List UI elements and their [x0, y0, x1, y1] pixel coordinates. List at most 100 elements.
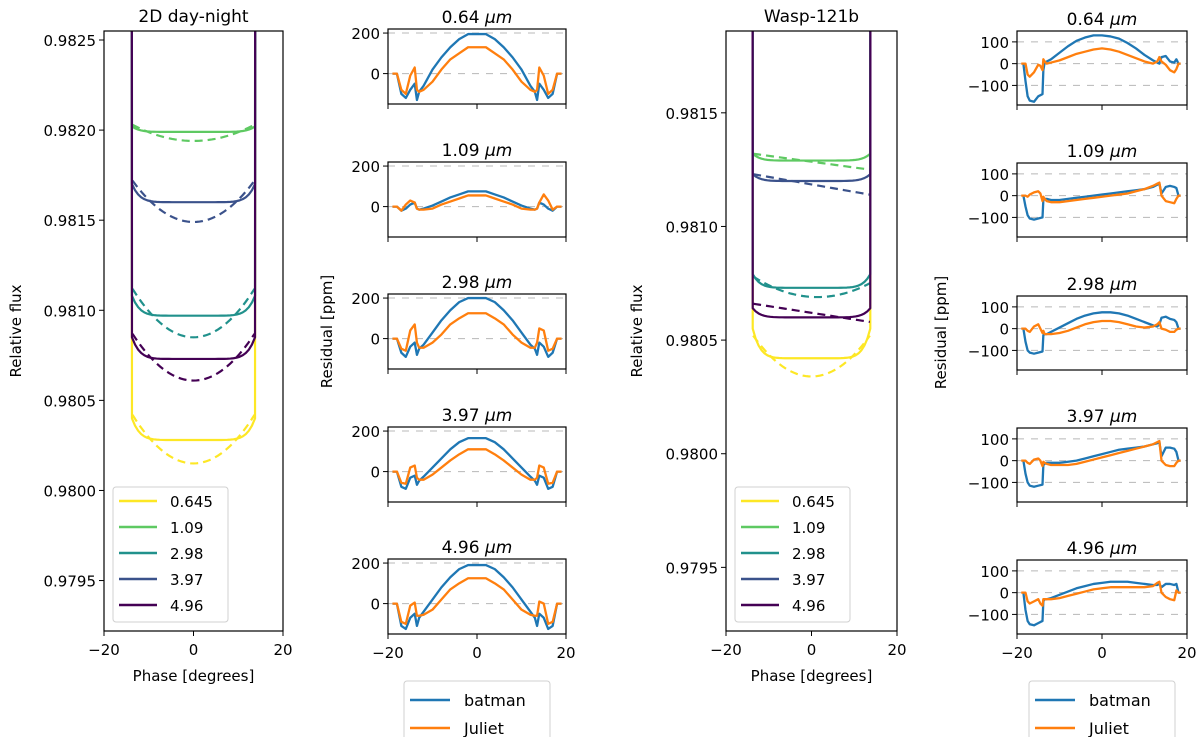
legend-label: 0.645 — [170, 493, 213, 511]
y-tick-label: 200 — [351, 25, 380, 43]
legend-label-batman: batman — [1089, 691, 1151, 710]
series-line-juliet — [392, 577, 562, 626]
series-line-juliet — [1021, 319, 1181, 336]
series-line-batman — [392, 563, 562, 631]
panel-title: 1.09 μm — [442, 141, 513, 161]
series-line-dashed-1.09 — [753, 152, 870, 171]
y-tick-label: 0.9810 — [666, 218, 719, 236]
legend-label-Juliet: Juliet — [463, 719, 504, 737]
series-line-solid-3.97 — [130, 31, 257, 204]
plot-area — [392, 437, 562, 490]
series-line-solid-0.645 — [751, 31, 872, 360]
panel-title-value: 0.64 — [1067, 10, 1110, 30]
residual-panel-2.98: 2.98 μm −100 0 100 — [968, 275, 1188, 375]
plot-area — [130, 31, 257, 465]
y-tick-label: 0.9810 — [44, 302, 97, 320]
legend-label: 2.98 — [792, 545, 825, 563]
residual-panel-3.97: 3.97 μm 0 200 — [351, 406, 567, 507]
series-line-solid-2.98 — [130, 31, 257, 317]
plot-area — [1021, 34, 1181, 103]
x-tick-label: 0 — [472, 644, 482, 662]
legend-label: 1.09 — [170, 519, 203, 537]
y-tick-label: 0 — [999, 188, 1009, 206]
series-line-dashed-4.96 — [752, 302, 871, 323]
panel-title: 1.09 μm — [1067, 142, 1138, 162]
panel-title-value: 0.64 — [442, 8, 485, 28]
legend-box — [734, 486, 851, 623]
y-axis-label: Residual [ppm] — [932, 276, 950, 389]
panel-title-value: 1.09 — [442, 141, 485, 161]
series-line-juliet — [1021, 181, 1181, 205]
series-line-dashed-3.97 — [131, 179, 256, 224]
panel-title-value: 2.98 — [1067, 275, 1110, 295]
panel-title-value: 3.97 — [442, 406, 485, 426]
y-tick-label: 200 — [351, 158, 380, 176]
series-line-batman — [1022, 34, 1181, 103]
residuals-left-column: 0.64 μm 0 200 1.09 μm 0 200 2.98 μm 0 200 3.97 μm… — [318, 8, 576, 737]
y-tick-label: 100 — [980, 299, 1009, 317]
series-line-solid-0.645 — [130, 31, 257, 442]
panel-title: 3.97 μm — [442, 406, 513, 426]
series-line-dashed-1.09 — [131, 123, 256, 143]
x-axis-label: Phase [degrees] — [751, 667, 873, 685]
y-tick-label: 0.9815 — [666, 105, 719, 123]
panel-title-unit: μm — [484, 273, 512, 293]
series-line-solid-4.96 — [751, 31, 872, 319]
axes-frame — [387, 161, 567, 238]
residual-panel-1.09: 1.09 μm 0 200 — [351, 141, 567, 242]
legend-label: 1.09 — [792, 519, 825, 537]
panel-title-value: 4.96 — [1067, 539, 1110, 559]
y-tick-label: 100 — [980, 166, 1009, 184]
series-line-dashed-2.98 — [131, 288, 256, 339]
series-line-batman — [1022, 441, 1181, 488]
plot-area — [1021, 181, 1181, 221]
series-line-batman — [1022, 182, 1181, 221]
panel-title: 0.64 μm — [442, 8, 513, 28]
series-line-solid-4.96 — [130, 31, 257, 361]
x-tick-label: 0 — [1097, 644, 1107, 662]
y-tick-label: 0.9800 — [44, 482, 97, 500]
axes-frame — [387, 558, 567, 635]
residual-panel-4.96: 4.96 μm 0 200 −20 0 20 — [351, 538, 575, 662]
series-line-juliet — [392, 448, 562, 485]
plot-area — [751, 31, 872, 378]
series-line-juliet — [392, 312, 562, 352]
panel-title-unit: μm — [1109, 275, 1137, 295]
x-tick-label: 20 — [1177, 644, 1196, 662]
series-line-batman — [392, 437, 562, 490]
series-line-solid-1.09 — [751, 31, 872, 162]
y-tick-label: −100 — [968, 606, 1009, 624]
legend-box — [403, 680, 551, 737]
y-tick-label: 0 — [999, 585, 1009, 603]
legend-box — [112, 486, 229, 623]
x-tick-label: −20 — [88, 641, 120, 659]
y-tick-label: 0 — [999, 321, 1009, 339]
y-tick-label: 0 — [370, 199, 380, 217]
legend-label: 3.97 — [170, 571, 203, 589]
panel-title-unit: μm — [484, 538, 512, 558]
y-tick-label: −100 — [968, 209, 1009, 227]
y-tick-label: 0 — [370, 66, 380, 84]
series-line-dashed-0.645 — [752, 334, 871, 378]
y-tick-label: 200 — [351, 290, 380, 308]
x-tick-label: −20 — [372, 644, 404, 662]
x-tick-label: 20 — [887, 641, 906, 659]
legend-label: 2.98 — [170, 545, 203, 563]
x-tick-label: −20 — [710, 641, 742, 659]
y-tick-label: 100 — [980, 34, 1009, 52]
panel-title-value: 2.98 — [442, 273, 485, 293]
y-axis-label: Relative flux — [7, 284, 25, 377]
panel-title-unit: μm — [1109, 539, 1137, 559]
y-tick-label: −100 — [968, 77, 1009, 95]
residual-panel-1.09: 1.09 μm −100 0 100 — [968, 142, 1188, 242]
panel-title-unit: μm — [484, 406, 512, 426]
series-line-dashed-0.645 — [131, 414, 256, 465]
y-tick-label: 0 — [999, 56, 1009, 74]
y-tick-label: 100 — [980, 431, 1009, 449]
x-tick-label: 0 — [807, 641, 817, 659]
panel-title: 3.97 μm — [1067, 407, 1138, 427]
panel-title-unit: μm — [1109, 142, 1137, 162]
panel-title-unit: μm — [484, 141, 512, 161]
x-tick-label: 20 — [273, 641, 292, 659]
